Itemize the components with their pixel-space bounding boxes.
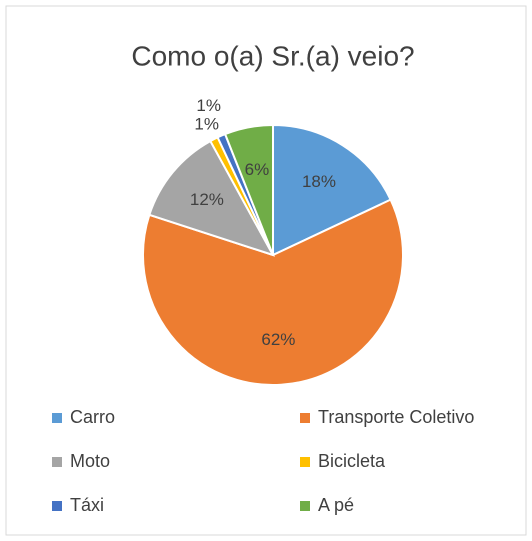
legend-label: Moto [70, 451, 110, 471]
data-label: 62% [261, 330, 295, 349]
legend-label: Bicicleta [318, 451, 386, 471]
legend-label: Transporte Coletivo [318, 407, 474, 427]
legend-label: A pé [318, 495, 354, 515]
chart-title: Como o(a) Sr.(a) veio? [131, 40, 414, 71]
legend-swatch [300, 501, 310, 511]
data-label: 12% [190, 190, 224, 209]
pie-slice [148, 139, 276, 257]
data-label: 1% [194, 114, 219, 133]
data-label: 1% [196, 96, 221, 115]
pie-slice [272, 123, 392, 257]
legend-swatch [300, 413, 310, 423]
pie-slice [142, 198, 404, 386]
legend-label: Táxi [70, 495, 104, 515]
legend-swatch [52, 501, 62, 511]
data-label: 18% [302, 172, 336, 191]
legend-swatch [52, 413, 62, 423]
pie-slice [223, 123, 274, 256]
data-label: 6% [245, 160, 270, 179]
legend-swatch [300, 457, 310, 467]
legend-swatch [52, 457, 62, 467]
legend-label: Carro [70, 407, 115, 427]
